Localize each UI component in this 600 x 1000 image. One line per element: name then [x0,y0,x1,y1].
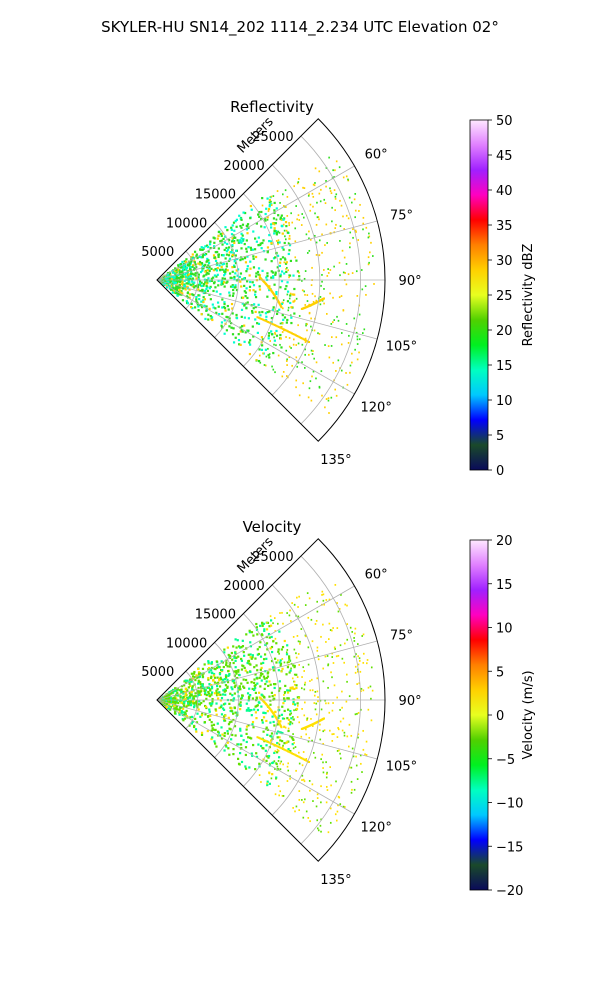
colorbar-tick-label: −20 [496,884,523,899]
angle-tick-label: 75° [390,208,413,223]
colorbar-tick-label: 5 [496,665,504,680]
colorbar-label: Reflectivity dBZ [521,244,536,347]
colorbar-tick-label: 15 [496,578,513,593]
angle-tick-label: 90° [399,694,422,709]
radial-tick-label: 5000 [141,245,174,260]
angle-tick-label: 135° [320,873,351,888]
radial-tick-label: 25000 [252,550,293,565]
figure-title: SKYLER-HU SN14_202 1114_2.234 UTC Elevat… [101,18,499,37]
angle-tick-label: 60° [365,567,388,582]
angle-tick-label: 90° [399,274,422,289]
sector-frame [156,538,386,862]
colorbar-tick-label: 20 [496,324,513,339]
colorbar-tick-label: 15 [496,359,513,374]
radial-tick-label: 25000 [252,130,293,145]
velocity-panel: Velocity 5000 10000 15000 20000 25000 60° 75° 90… [141,518,536,899]
colorbar-tick-label: 10 [496,394,513,409]
colorbar-tick-label: 45 [496,149,513,164]
panel-title: Reflectivity [230,98,314,116]
sector-frame [156,118,386,442]
radial-tick-label: 10000 [166,216,207,231]
colorbar [469,539,489,891]
colorbar-tick-label: 40 [496,184,513,199]
colorbar-tick-label: −15 [496,840,523,855]
reflectivity-panel: Reflectivity 5000 10000 15000 20000 25000 60° 7… [141,98,536,479]
colorbar-tick-label: −10 [496,797,523,812]
colorbar-tick-label: 30 [496,254,513,269]
colorbar-label: Velocity (m/s) [521,670,536,759]
colorbar-tick-label: −5 [496,753,515,768]
angle-tick-label: 135° [320,453,351,468]
radar-field [157,583,374,834]
colorbar-tick-label: 50 [496,114,513,129]
radial-tick-label: 15000 [195,608,236,623]
angle-tick-label: 75° [390,628,413,643]
angle-tick-label: 60° [365,147,388,162]
colorbar-tick-label: 25 [496,289,513,304]
colorbar-tick-label: 35 [496,219,513,234]
angle-tick-label: 120° [361,821,392,836]
radial-tick-label: 15000 [195,188,236,203]
colorbar [469,119,489,471]
colorbar-tick-label: 0 [496,464,504,479]
colorbar-tick-label: 0 [496,709,504,724]
colorbar-tick-label: 5 [496,429,504,444]
radial-tick-label: 20000 [223,159,264,174]
radial-tick-label: 10000 [166,636,207,651]
angle-tick-label: 105° [386,340,417,355]
panel-title: Velocity [243,518,302,536]
angle-tick-label: 120° [361,401,392,416]
angle-tick-label: 105° [386,760,417,775]
radial-tick-label: 5000 [141,665,174,680]
colorbar-tick-label: 20 [496,534,513,549]
colorbar-tick-label: 10 [496,622,513,637]
radial-tick-label: 20000 [223,579,264,594]
